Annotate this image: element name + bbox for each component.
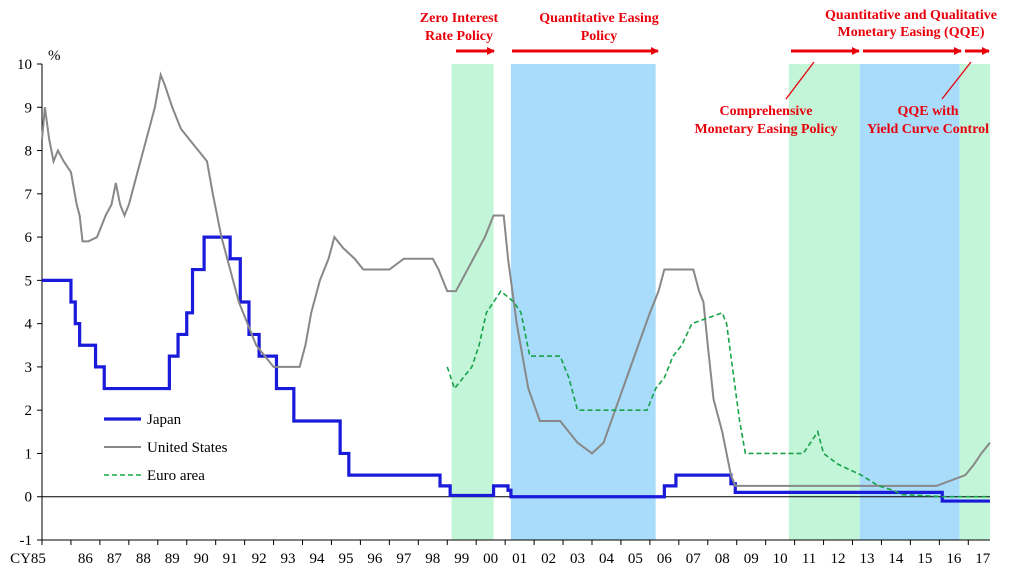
series-line-japan — [42, 235, 990, 503]
legend-label: United States — [147, 440, 228, 456]
zirp-label-line2: Rate Policy — [425, 29, 493, 44]
y-tick-label: 10 — [17, 57, 32, 73]
policy-band-0 — [451, 64, 494, 540]
x-tick-label: 93 — [281, 551, 296, 567]
series-line-united-states — [41, 71, 991, 487]
y-tick-label: 9 — [25, 100, 33, 116]
legend-label: Japan — [147, 412, 182, 428]
series-lines — [41, 71, 991, 503]
y-tick-label: 5 — [25, 273, 33, 289]
x-tick-label: 94 — [309, 551, 325, 567]
x-tick-label: 96 — [367, 551, 383, 567]
y-tick-label: -1 — [20, 533, 33, 549]
x-tick-label: 14 — [888, 551, 904, 567]
y-tick-label: 3 — [25, 360, 33, 376]
y-tick-label: 1 — [25, 446, 33, 462]
x-tick-label: 06 — [657, 551, 673, 567]
zirp-label-line1: Zero Interest — [420, 11, 499, 26]
cme-label-line1: Comprehensive — [719, 104, 812, 119]
x-tick-label: 89 — [165, 551, 180, 567]
y-tick-label: 7 — [25, 187, 33, 203]
x-tick-label: 88 — [136, 551, 151, 567]
policy-band-3 — [859, 64, 960, 540]
x-tick-label: 01 — [512, 551, 527, 567]
ycc-label-line2: Yield Curve Control — [867, 122, 989, 137]
x-tick-label: 87 — [107, 551, 123, 567]
x-tick-label: 92 — [252, 551, 267, 567]
x-tick-label: 97 — [396, 551, 412, 567]
y-tick-label: 8 — [25, 144, 33, 160]
x-tick-label: 95 — [338, 551, 353, 567]
x-tick-label: 05 — [628, 551, 643, 567]
x-tick-label: 91 — [223, 551, 238, 567]
x-tick-label: 11 — [802, 551, 816, 567]
x-tick-label: 12 — [831, 551, 846, 567]
y-tick-label: 6 — [25, 230, 33, 246]
policy-band-2 — [788, 64, 860, 540]
qe-label-line2: Policy — [581, 29, 618, 44]
x-tick-label: CY85 — [10, 551, 46, 567]
policy-band-1 — [510, 64, 656, 540]
x-tick-label: 10 — [773, 551, 788, 567]
legend: Japan United States Euro area — [104, 412, 228, 484]
cme-label-line2: Monetary Easing Policy — [694, 122, 837, 137]
x-tick-label: 07 — [686, 551, 702, 567]
ycc-pointer-line — [941, 61, 972, 100]
y-tick-label: 4 — [25, 317, 33, 333]
legend-label: Euro area — [147, 468, 205, 484]
y-tick-label: 2 — [25, 403, 33, 419]
x-tick-label: 03 — [570, 551, 585, 567]
qqe-label-line1: Quantitative and Qualitative — [825, 8, 997, 23]
x-tick-label: 08 — [715, 551, 730, 567]
x-tick-label: 98 — [425, 551, 440, 567]
qqe-label-line2: Monetary Easing (QQE) — [838, 25, 985, 40]
x-tick-label: 04 — [599, 551, 615, 567]
cme-pointer-line — [785, 61, 815, 100]
x-tick-label: 16 — [946, 551, 962, 567]
policy-band-4 — [959, 64, 990, 540]
x-tick-label: 00 — [483, 551, 498, 567]
series-line-euro-area — [446, 289, 990, 498]
policy-period-bands — [451, 64, 990, 540]
x-tick-label: 99 — [454, 551, 469, 567]
qe-label-line1: Quantitative Easing — [539, 11, 658, 26]
ycc-label-line1: QQE with — [897, 104, 958, 119]
y-axis-unit: % — [48, 48, 61, 64]
policy-annotations: Zero Interest Rate Policy Quantitative E… — [420, 8, 997, 137]
x-tick-label: 13 — [859, 551, 874, 567]
x-tick-label: 15 — [917, 551, 932, 567]
x-tick-label: 86 — [78, 551, 94, 567]
y-tick-label: 0 — [25, 490, 33, 506]
x-tick-label: 90 — [194, 551, 209, 567]
x-tick-label: 17 — [975, 551, 991, 567]
x-tick-label: 02 — [541, 551, 556, 567]
x-tick-label: 09 — [744, 551, 759, 567]
